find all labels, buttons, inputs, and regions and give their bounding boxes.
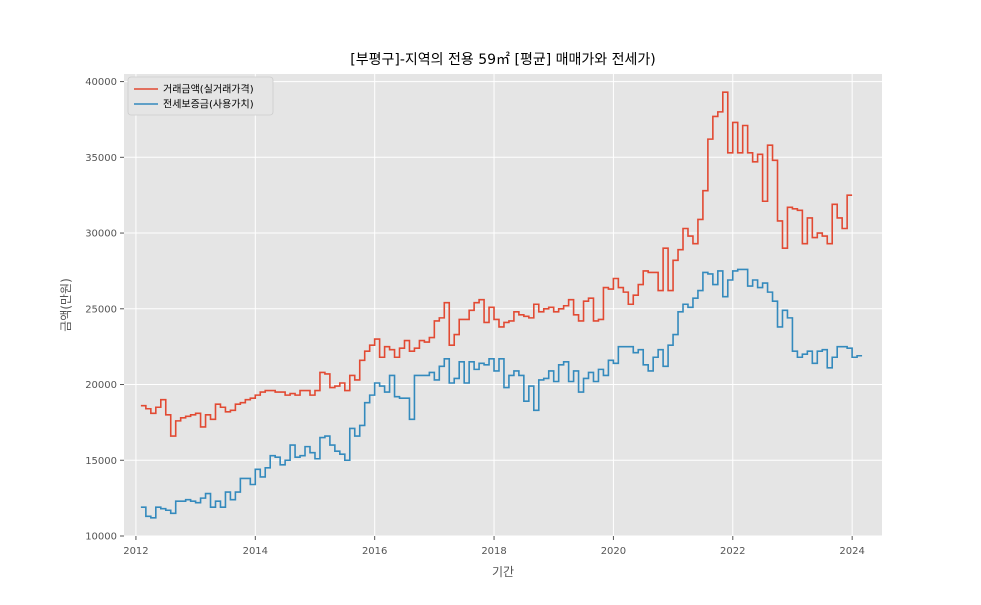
y-tick-label: 40000 [85,77,117,88]
x-axis-ticks: 2012 2014 2016 2018 2020 2022 2024 [123,536,865,557]
series-lines [140,91,863,519]
x-tick-label: 2018 [481,546,506,557]
y-tick-label: 30000 [85,229,117,240]
legend-label-deposit: 전세보증금(사용가치) [163,99,254,111]
x-tick-label: 2022 [720,546,745,557]
y-tick-label: 15000 [85,456,117,467]
y-tick-label: 35000 [85,153,117,164]
legend: 거래금액(실거래가격) 전세보증금(사용가치) [127,76,274,116]
series-line-sale-price [140,91,853,437]
x-axis-label: 기간 [492,565,514,579]
x-tick-label: 2024 [839,546,864,557]
x-tick-label: 2020 [601,546,626,557]
legend-label-sale-price: 거래금액(실거래가격) [163,83,254,96]
y-tick-label: 25000 [85,304,117,315]
y-tick-label: 20000 [85,380,117,391]
y-axis-ticks: 10000 15000 20000 25000 30000 35000 40000 [85,77,124,543]
x-tick-label: 2016 [362,546,387,557]
plot-area [124,74,882,536]
y-tick-label: 10000 [85,532,117,543]
series-line-deposit [140,268,863,519]
chart-title: [부평구]-지역의 전용 59㎡ [평균] 매매가와 전세가) [350,52,655,68]
x-tick-label: 2012 [123,546,148,557]
legend-box [127,76,274,116]
y-axis-label: 금액(만원) [59,278,73,332]
x-tick-label: 2014 [243,546,268,557]
